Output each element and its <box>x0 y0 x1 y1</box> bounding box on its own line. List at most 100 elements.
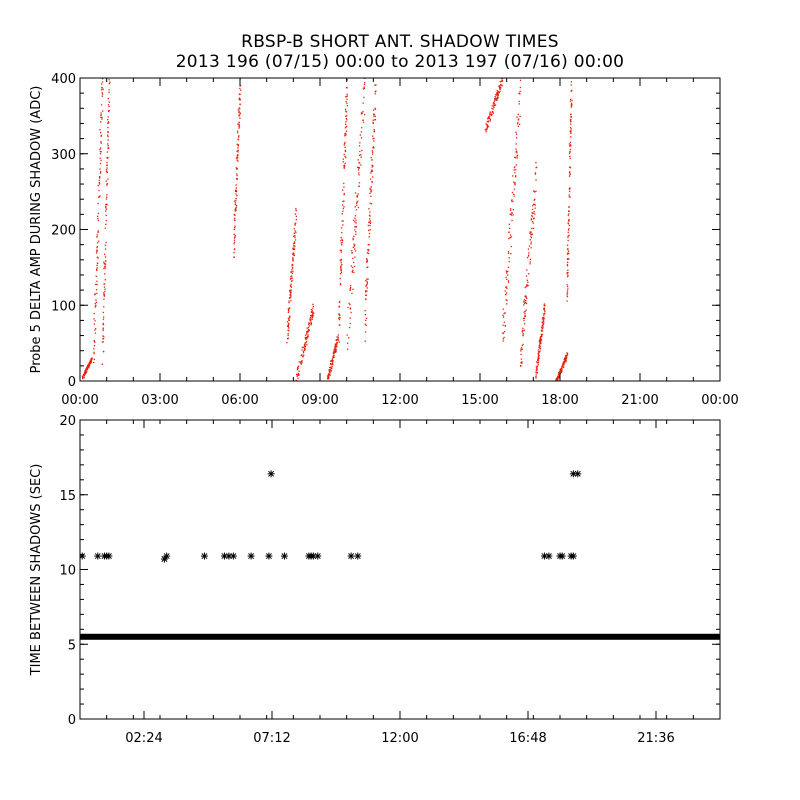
y-tick-label: 0 <box>68 713 76 728</box>
data-point <box>503 336 505 339</box>
data-point <box>344 135 346 137</box>
data-point <box>331 365 333 367</box>
data-point <box>340 242 342 244</box>
data-point <box>568 220 570 222</box>
data-point <box>568 228 570 230</box>
data-point <box>334 350 336 352</box>
data-point <box>539 341 542 343</box>
data-point <box>369 220 371 222</box>
data-point <box>485 131 487 133</box>
data-point <box>330 369 332 371</box>
data-point <box>368 232 371 235</box>
data-point <box>342 200 344 203</box>
data-point <box>365 324 367 326</box>
data-point <box>520 353 522 356</box>
x-tick-label: 02:24 <box>125 731 162 746</box>
data-point <box>328 376 330 378</box>
data-point <box>517 122 519 124</box>
data-point <box>347 306 349 309</box>
data-point <box>346 102 348 104</box>
data-point <box>491 105 493 107</box>
y-tick-label: 400 <box>51 72 76 87</box>
data-point <box>312 307 314 309</box>
data-point <box>293 235 295 237</box>
data-point <box>102 341 104 343</box>
data-point <box>94 293 96 296</box>
data-point <box>342 210 344 212</box>
data-point <box>486 124 489 126</box>
data-point <box>328 374 331 376</box>
data-point <box>364 82 366 84</box>
data-point <box>293 253 295 255</box>
data-point <box>304 336 306 339</box>
data-point <box>542 326 544 328</box>
bottom-panel: 02:24 07:12 12:00 16:48 21:36 0 5 10 15 20 TIME BE… <box>29 414 721 746</box>
data-point <box>345 121 347 123</box>
data-point <box>106 157 109 159</box>
data-point <box>514 183 516 185</box>
data-point <box>102 311 104 314</box>
data-point <box>97 185 99 187</box>
data-point <box>493 106 495 109</box>
data-point <box>108 110 110 112</box>
data-point <box>567 258 570 260</box>
data-point <box>569 144 572 146</box>
data-point <box>106 183 108 185</box>
data-point <box>502 314 504 317</box>
data-point <box>346 105 348 107</box>
data-point <box>352 257 354 260</box>
data-point <box>340 266 342 268</box>
data-point <box>349 308 351 310</box>
data-point <box>492 105 495 107</box>
data-point <box>527 281 529 283</box>
data-point <box>506 303 508 305</box>
data-point <box>494 104 496 107</box>
data-point <box>104 248 107 250</box>
data-point <box>306 337 308 339</box>
data-point <box>543 308 545 311</box>
data-point <box>340 249 342 251</box>
data-point <box>346 87 348 89</box>
data-point <box>99 162 102 165</box>
data-point <box>359 134 361 136</box>
data-point <box>236 177 238 180</box>
data-point <box>568 234 570 236</box>
data-point <box>345 110 347 112</box>
data-point <box>355 219 357 221</box>
data-point <box>517 119 519 121</box>
data-point <box>535 376 537 378</box>
data-point <box>101 341 104 343</box>
data-point <box>536 372 538 374</box>
data-point <box>288 302 290 304</box>
data-point <box>561 370 563 372</box>
data-point <box>375 84 377 86</box>
data-point <box>365 285 367 287</box>
data-point <box>289 316 291 318</box>
data-point <box>96 250 98 253</box>
data-point <box>331 358 333 361</box>
data-point <box>306 341 308 343</box>
data-point <box>106 161 108 164</box>
data-point <box>536 370 538 372</box>
data-point <box>102 351 105 353</box>
data-point <box>526 285 528 287</box>
data-point <box>235 167 237 169</box>
data-point <box>514 184 516 186</box>
data-point <box>300 354 302 357</box>
data-point <box>366 261 369 263</box>
data-point <box>85 368 87 370</box>
data-point <box>301 362 303 364</box>
data-point <box>107 139 109 141</box>
x-tick-label: 21:00 <box>621 393 658 408</box>
data-point <box>568 196 570 198</box>
data-point <box>369 215 371 217</box>
data-point <box>89 361 91 363</box>
data-point <box>538 354 540 357</box>
data-point <box>351 250 353 252</box>
data-point <box>236 168 238 170</box>
data-point <box>526 256 529 259</box>
data-point <box>510 209 512 212</box>
data-point <box>566 354 568 356</box>
data-point <box>338 317 340 319</box>
data-point <box>95 275 97 277</box>
